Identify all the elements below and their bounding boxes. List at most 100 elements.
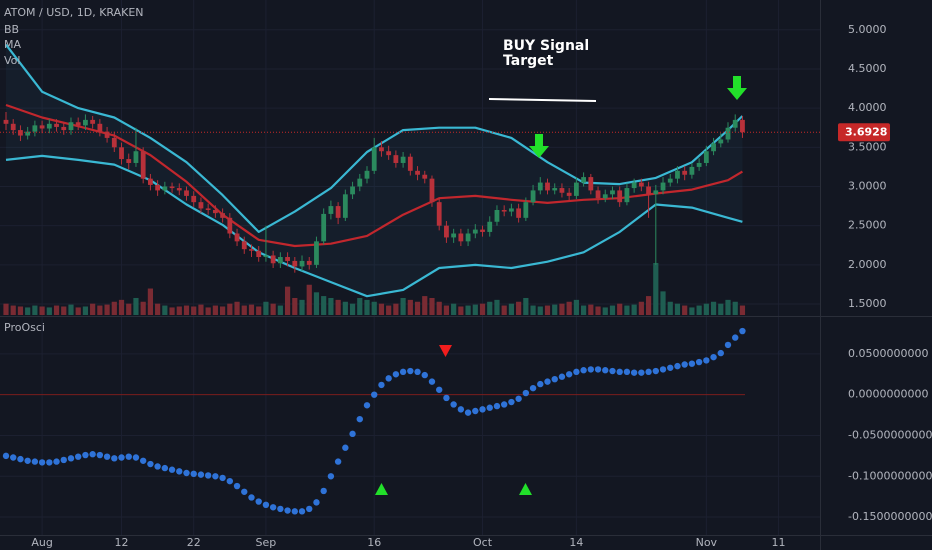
volume-bar	[357, 297, 363, 315]
oscillator-dot	[486, 404, 493, 411]
volume-bar	[126, 303, 132, 315]
candle-body	[458, 233, 464, 242]
oscillator-dot	[284, 507, 291, 514]
volume-bar	[292, 297, 298, 315]
candle-body	[350, 186, 355, 195]
x-tick-label: Sep	[256, 536, 277, 549]
volume-bar	[111, 301, 117, 315]
candle-body	[97, 123, 103, 132]
oscillator-dot	[407, 367, 414, 375]
volume-bar	[689, 307, 695, 315]
volume-bar	[75, 307, 81, 315]
oscillator-dot	[154, 463, 161, 470]
oscillator-dot	[349, 430, 356, 438]
oscillator-dot	[197, 471, 205, 478]
oscillator-dot	[298, 508, 306, 515]
oscillator-dot	[75, 453, 82, 460]
volume-bar	[429, 297, 435, 315]
candle-body	[581, 177, 586, 183]
candle-body	[111, 137, 117, 148]
candle-body	[25, 131, 31, 136]
oscillator-dot	[176, 468, 183, 475]
candle-body	[256, 250, 262, 258]
oscillator-dot	[645, 368, 652, 376]
candle-body	[638, 182, 644, 187]
volume-bar	[191, 306, 197, 315]
candle-body	[718, 139, 724, 144]
candle-body	[703, 151, 709, 163]
volume-bar	[645, 296, 652, 315]
y2-tick-label: 0.0000000000	[848, 388, 928, 401]
candle-body	[61, 126, 67, 131]
oscillator-dot	[342, 444, 349, 451]
oscillator-dot	[436, 386, 443, 393]
volume-bar	[118, 299, 125, 315]
candle-body	[415, 170, 420, 175]
volume-bar	[364, 299, 370, 315]
oscillator-dot	[602, 367, 609, 374]
volume-bar	[573, 299, 579, 315]
oscillator-dot	[262, 501, 270, 509]
volume-bar	[335, 299, 341, 315]
oscillator-dot	[291, 508, 298, 515]
oscillator-dot	[82, 451, 89, 459]
candle-body	[205, 208, 211, 210]
candle-body	[285, 257, 290, 261]
volume-bar	[725, 299, 731, 315]
candle-body	[263, 255, 269, 258]
x-tick-label: 22	[187, 536, 201, 549]
volume-bar	[393, 303, 399, 315]
x-tick-label: Aug	[31, 536, 52, 549]
volume-bar	[458, 306, 464, 315]
candle-body	[68, 122, 74, 131]
candle-body	[169, 186, 175, 189]
candle-body	[523, 202, 529, 218]
candle-body	[566, 192, 572, 196]
volume-bar	[17, 306, 24, 315]
oscillator-dot	[681, 361, 688, 368]
volume-bar	[609, 305, 616, 315]
oscillator-dot	[103, 453, 111, 460]
oscillator-dot	[161, 464, 169, 472]
oscillator-dot	[573, 368, 580, 376]
candle-body	[682, 170, 688, 175]
candle-body	[357, 178, 363, 187]
volume-bar	[198, 304, 204, 315]
oscillator-dot	[479, 406, 486, 413]
candle-body	[429, 178, 435, 203]
volume-bar	[342, 301, 348, 315]
candle-body	[422, 174, 428, 179]
oscillator-dot	[667, 364, 674, 371]
candle-body	[277, 257, 283, 264]
candle-body	[407, 156, 413, 171]
plot	[0, 44, 820, 515]
volume-bar	[696, 305, 702, 315]
candle-body	[379, 147, 384, 152]
oscillator-dot	[313, 499, 320, 506]
candle-body	[83, 119, 88, 126]
volume-bar	[241, 305, 247, 315]
oscillator-dot	[327, 473, 335, 480]
volume-bar	[479, 303, 486, 315]
candle-body	[90, 119, 96, 124]
candle-body	[184, 190, 189, 196]
oscillator-dot	[392, 371, 400, 378]
candle-body	[653, 190, 659, 195]
volume-bar	[3, 303, 9, 315]
candle-body	[227, 217, 233, 234]
volume-bar	[155, 303, 161, 315]
candle-body	[624, 188, 630, 203]
oscillator-dot	[363, 402, 371, 409]
oscillator-dot	[695, 358, 703, 366]
oscillator-dot	[630, 369, 638, 376]
volume-bar	[133, 297, 139, 315]
buy-triangle	[375, 483, 388, 495]
oscillator-dot	[111, 455, 118, 462]
candle-body	[335, 206, 341, 218]
oscillator-dot	[414, 368, 421, 376]
volume-bar	[710, 301, 717, 315]
volume-bar	[443, 305, 450, 315]
oscillator-dot	[544, 378, 551, 385]
candle-body	[602, 194, 608, 199]
volume-bar	[559, 303, 565, 315]
